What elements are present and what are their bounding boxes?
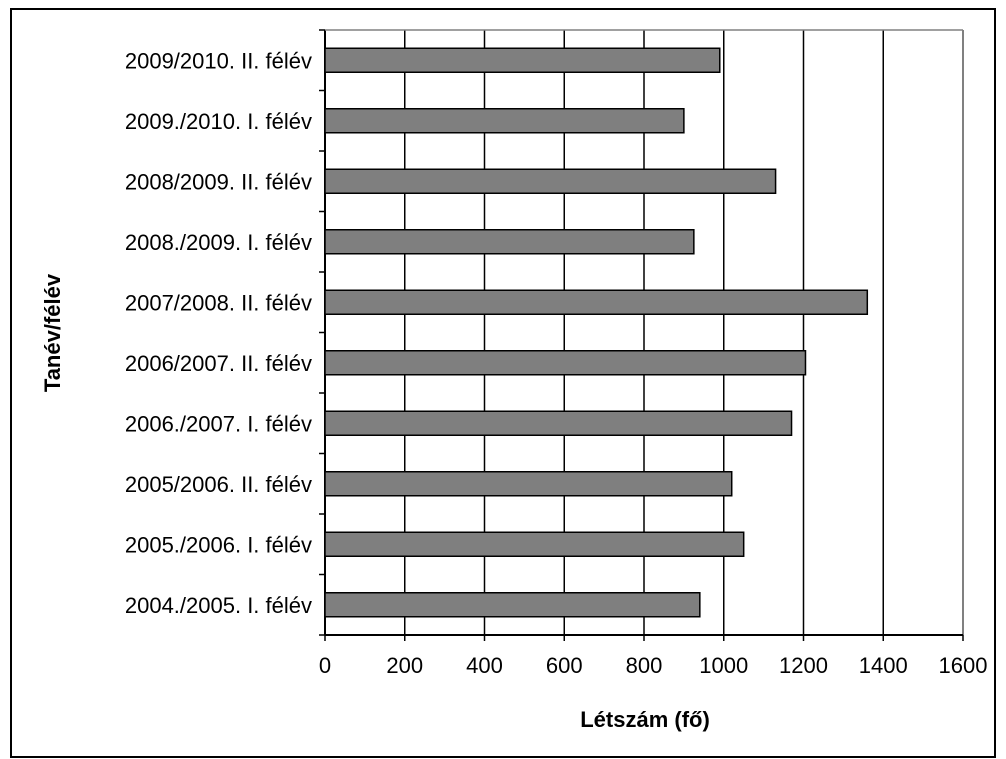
- category-label: 2007/2008. II. félév: [125, 290, 312, 315]
- x-tick-label: 600: [546, 653, 583, 678]
- bar: [324, 108, 685, 134]
- category-labels: 2009/2010. II. félév 2009./2010. I. félév…: [125, 48, 312, 618]
- x-tick-label: 200: [386, 653, 423, 678]
- category-label: 2005./2006. I. félév: [125, 532, 312, 557]
- x-axis-title: Létszám (fő): [580, 707, 710, 732]
- category-label: 2006./2007. I. félév: [125, 411, 312, 436]
- x-tick-label: 1400: [859, 653, 908, 678]
- bar: [324, 531, 745, 557]
- category-label: 2005/2006. II. félév: [125, 472, 312, 497]
- category-label: 2008./2009. I. félév: [125, 230, 312, 255]
- bar: [324, 350, 807, 376]
- y-axis-title: Tanév/félév: [40, 273, 65, 392]
- category-label: 2008/2009. II. félév: [125, 169, 312, 194]
- x-tick-labels: 0 200 400 600 800 1000 1200 1400 1600: [319, 653, 988, 678]
- category-label: 2004./2005. I. félév: [125, 593, 312, 618]
- category-label: 2006/2007. II. félév: [125, 351, 312, 376]
- bar: [324, 592, 701, 618]
- bar: [324, 471, 733, 497]
- x-tick-label: 800: [626, 653, 663, 678]
- category-label: 2009/2010. II. félév: [125, 48, 312, 73]
- x-tick-label: 1000: [699, 653, 748, 678]
- bar: [324, 229, 695, 255]
- bar: [324, 289, 869, 315]
- bar: [324, 168, 777, 194]
- x-tick-label: 400: [466, 653, 503, 678]
- x-tick-label: 0: [319, 653, 331, 678]
- bar: [324, 410, 793, 436]
- x-tick-label: 1600: [939, 653, 988, 678]
- bar: [324, 47, 721, 73]
- x-tick-label: 1200: [779, 653, 828, 678]
- category-label: 2009./2010. I. félév: [125, 109, 312, 134]
- bars: [324, 47, 869, 618]
- plot-border: [319, 29, 964, 636]
